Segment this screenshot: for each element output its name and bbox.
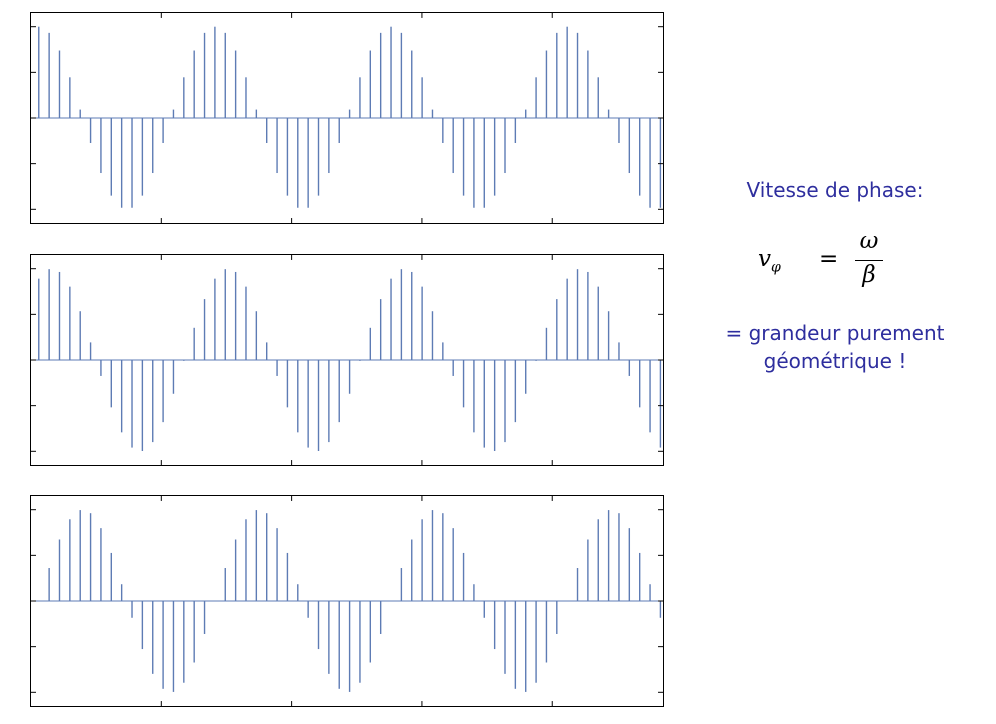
- stem-plot-2-svg: [31, 255, 663, 465]
- formula-lhs: vφ: [758, 246, 781, 276]
- formula-beta: β: [862, 262, 876, 288]
- stem-plot-1-svg: [31, 13, 663, 223]
- stem-plot-2: [30, 254, 664, 466]
- stem-plot-3: [30, 495, 664, 707]
- stem-plot-1: [30, 12, 664, 224]
- stem-plot-3-svg: [31, 496, 663, 706]
- formula-fraction-bar: [855, 260, 883, 261]
- formula-equals: =: [819, 246, 839, 272]
- geometric-note-line-1: = grandeur purement: [725, 321, 945, 345]
- formula-v: v: [758, 246, 771, 272]
- phase-velocity-formula: vφ = ω β: [720, 226, 960, 288]
- formula-phi: φ: [771, 259, 781, 276]
- geometric-note-line-2: géométrique !: [763, 349, 907, 373]
- phase-velocity-title: Vitesse de phase:: [746, 178, 924, 202]
- formula-omega: ω: [859, 228, 879, 254]
